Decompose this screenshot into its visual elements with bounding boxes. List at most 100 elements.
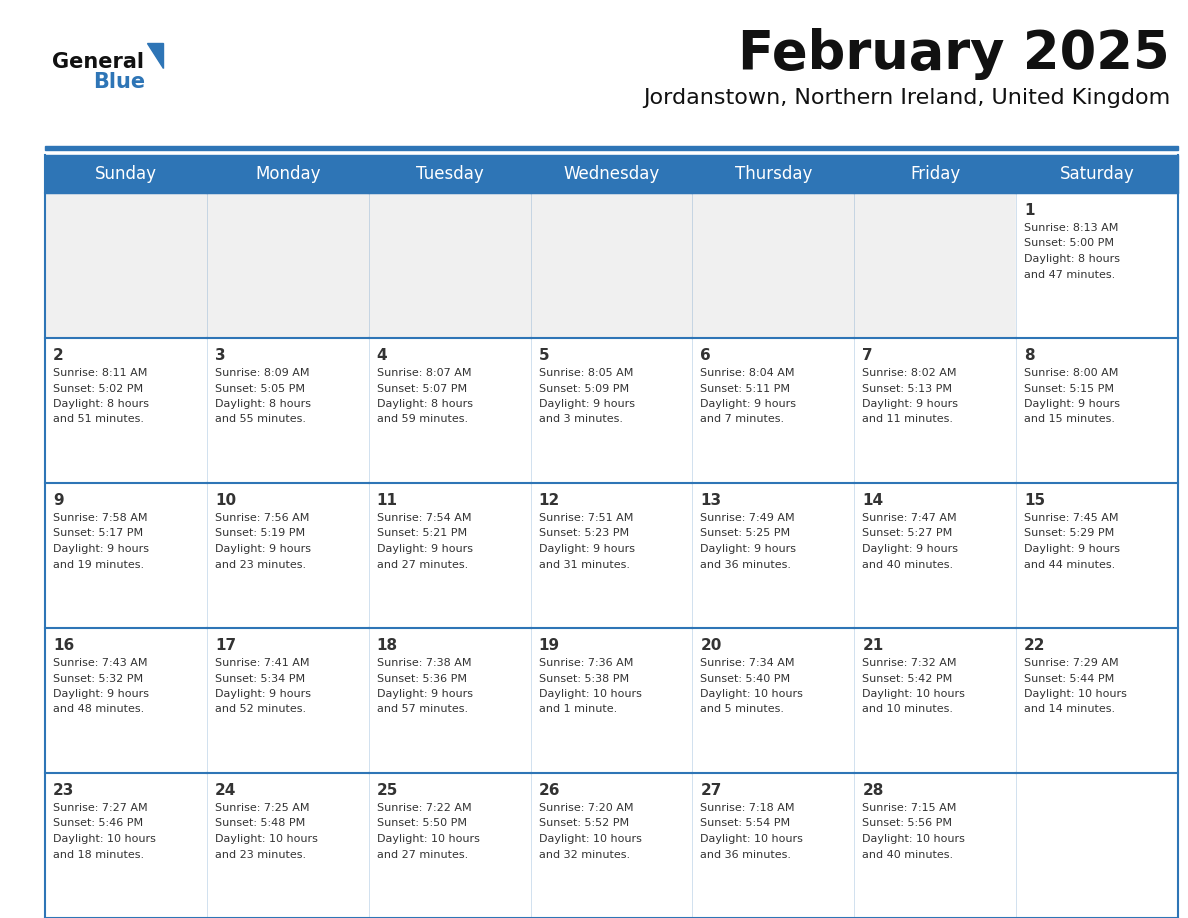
Text: and 55 minutes.: and 55 minutes. bbox=[215, 415, 305, 424]
Text: Sunrise: 7:22 AM: Sunrise: 7:22 AM bbox=[377, 803, 472, 813]
Text: Daylight: 10 hours: Daylight: 10 hours bbox=[538, 689, 642, 699]
Text: 2: 2 bbox=[53, 348, 64, 363]
Text: Sunset: 5:23 PM: Sunset: 5:23 PM bbox=[538, 529, 628, 539]
Bar bbox=[45, 483, 207, 628]
Text: 27: 27 bbox=[701, 783, 722, 798]
Bar bbox=[854, 193, 1016, 338]
Text: Sunset: 5:29 PM: Sunset: 5:29 PM bbox=[1024, 529, 1114, 539]
Bar bbox=[45, 146, 1178, 150]
Text: Sunset: 5:34 PM: Sunset: 5:34 PM bbox=[215, 674, 305, 684]
Text: Sunset: 5:19 PM: Sunset: 5:19 PM bbox=[215, 529, 305, 539]
Bar bbox=[207, 628, 368, 773]
Bar bbox=[207, 338, 368, 483]
Text: Sunrise: 7:29 AM: Sunrise: 7:29 AM bbox=[1024, 658, 1119, 668]
Text: Daylight: 10 hours: Daylight: 10 hours bbox=[538, 834, 642, 844]
Bar bbox=[693, 628, 854, 773]
Bar bbox=[531, 628, 693, 773]
Text: Daylight: 9 hours: Daylight: 9 hours bbox=[701, 399, 796, 409]
Text: Sunrise: 7:15 AM: Sunrise: 7:15 AM bbox=[862, 803, 956, 813]
Bar bbox=[854, 483, 1016, 628]
Text: Sunrise: 8:04 AM: Sunrise: 8:04 AM bbox=[701, 368, 795, 378]
Text: Daylight: 10 hours: Daylight: 10 hours bbox=[215, 834, 317, 844]
Text: Sunset: 5:27 PM: Sunset: 5:27 PM bbox=[862, 529, 953, 539]
Text: 6: 6 bbox=[701, 348, 712, 363]
Text: Monday: Monday bbox=[255, 165, 321, 183]
Text: and 59 minutes.: and 59 minutes. bbox=[377, 415, 468, 424]
Text: Daylight: 9 hours: Daylight: 9 hours bbox=[377, 689, 473, 699]
Text: Sunrise: 7:20 AM: Sunrise: 7:20 AM bbox=[538, 803, 633, 813]
Text: and 27 minutes.: and 27 minutes. bbox=[377, 559, 468, 569]
Text: Thursday: Thursday bbox=[734, 165, 813, 183]
Text: Sunset: 5:15 PM: Sunset: 5:15 PM bbox=[1024, 384, 1114, 394]
Text: Sunset: 5:50 PM: Sunset: 5:50 PM bbox=[377, 819, 467, 829]
Text: Sunrise: 8:09 AM: Sunrise: 8:09 AM bbox=[215, 368, 309, 378]
Text: Sunrise: 7:38 AM: Sunrise: 7:38 AM bbox=[377, 658, 472, 668]
Text: 13: 13 bbox=[701, 493, 721, 508]
Text: Sunset: 5:48 PM: Sunset: 5:48 PM bbox=[215, 819, 305, 829]
Text: General: General bbox=[52, 52, 144, 72]
Bar bbox=[1016, 338, 1178, 483]
Text: and 52 minutes.: and 52 minutes. bbox=[215, 704, 307, 714]
Text: and 40 minutes.: and 40 minutes. bbox=[862, 849, 954, 859]
Text: and 19 minutes.: and 19 minutes. bbox=[53, 559, 144, 569]
Text: Sunrise: 7:36 AM: Sunrise: 7:36 AM bbox=[538, 658, 633, 668]
Text: Daylight: 9 hours: Daylight: 9 hours bbox=[862, 399, 959, 409]
Bar bbox=[207, 773, 368, 918]
Bar bbox=[854, 338, 1016, 483]
Text: 16: 16 bbox=[53, 638, 74, 653]
Text: 15: 15 bbox=[1024, 493, 1045, 508]
Text: Sunrise: 7:41 AM: Sunrise: 7:41 AM bbox=[215, 658, 309, 668]
Text: and 23 minutes.: and 23 minutes. bbox=[215, 559, 307, 569]
Text: and 7 minutes.: and 7 minutes. bbox=[701, 415, 784, 424]
Bar bbox=[531, 338, 693, 483]
Text: and 31 minutes.: and 31 minutes. bbox=[538, 559, 630, 569]
Bar bbox=[693, 483, 854, 628]
Text: 17: 17 bbox=[215, 638, 236, 653]
Text: Sunset: 5:07 PM: Sunset: 5:07 PM bbox=[377, 384, 467, 394]
Text: Daylight: 8 hours: Daylight: 8 hours bbox=[377, 399, 473, 409]
Text: 18: 18 bbox=[377, 638, 398, 653]
Text: 1: 1 bbox=[1024, 203, 1035, 218]
Text: Sunrise: 7:25 AM: Sunrise: 7:25 AM bbox=[215, 803, 309, 813]
Text: Daylight: 10 hours: Daylight: 10 hours bbox=[377, 834, 480, 844]
Text: Sunset: 5:13 PM: Sunset: 5:13 PM bbox=[862, 384, 953, 394]
Text: and 44 minutes.: and 44 minutes. bbox=[1024, 559, 1116, 569]
Bar bbox=[531, 483, 693, 628]
Text: 24: 24 bbox=[215, 783, 236, 798]
Text: 22: 22 bbox=[1024, 638, 1045, 653]
Text: and 36 minutes.: and 36 minutes. bbox=[701, 559, 791, 569]
Bar bbox=[368, 773, 531, 918]
Text: Daylight: 9 hours: Daylight: 9 hours bbox=[377, 544, 473, 554]
Text: 8: 8 bbox=[1024, 348, 1035, 363]
Text: Sunset: 5:36 PM: Sunset: 5:36 PM bbox=[377, 674, 467, 684]
Text: Sunset: 5:52 PM: Sunset: 5:52 PM bbox=[538, 819, 628, 829]
Text: 5: 5 bbox=[538, 348, 549, 363]
Text: Sunrise: 7:43 AM: Sunrise: 7:43 AM bbox=[53, 658, 147, 668]
Text: Daylight: 9 hours: Daylight: 9 hours bbox=[53, 689, 148, 699]
Bar bbox=[693, 773, 854, 918]
Text: Blue: Blue bbox=[93, 72, 145, 92]
Bar bbox=[45, 628, 207, 773]
Text: and 5 minutes.: and 5 minutes. bbox=[701, 704, 784, 714]
Bar bbox=[693, 193, 854, 338]
Text: and 3 minutes.: and 3 minutes. bbox=[538, 415, 623, 424]
Text: Daylight: 10 hours: Daylight: 10 hours bbox=[53, 834, 156, 844]
Bar bbox=[368, 338, 531, 483]
Text: Friday: Friday bbox=[910, 165, 960, 183]
Text: and 57 minutes.: and 57 minutes. bbox=[377, 704, 468, 714]
Text: Sunrise: 7:51 AM: Sunrise: 7:51 AM bbox=[538, 513, 633, 523]
Text: 12: 12 bbox=[538, 493, 560, 508]
Text: Sunset: 5:56 PM: Sunset: 5:56 PM bbox=[862, 819, 953, 829]
Text: Daylight: 10 hours: Daylight: 10 hours bbox=[1024, 689, 1127, 699]
Bar bbox=[368, 483, 531, 628]
Text: Daylight: 10 hours: Daylight: 10 hours bbox=[701, 834, 803, 844]
Text: 28: 28 bbox=[862, 783, 884, 798]
Text: and 14 minutes.: and 14 minutes. bbox=[1024, 704, 1116, 714]
Bar bbox=[45, 338, 207, 483]
Bar bbox=[1016, 773, 1178, 918]
Text: and 10 minutes.: and 10 minutes. bbox=[862, 704, 953, 714]
Text: Sunset: 5:21 PM: Sunset: 5:21 PM bbox=[377, 529, 467, 539]
Bar bbox=[1016, 193, 1178, 338]
Text: and 15 minutes.: and 15 minutes. bbox=[1024, 415, 1116, 424]
Text: Daylight: 9 hours: Daylight: 9 hours bbox=[53, 544, 148, 554]
